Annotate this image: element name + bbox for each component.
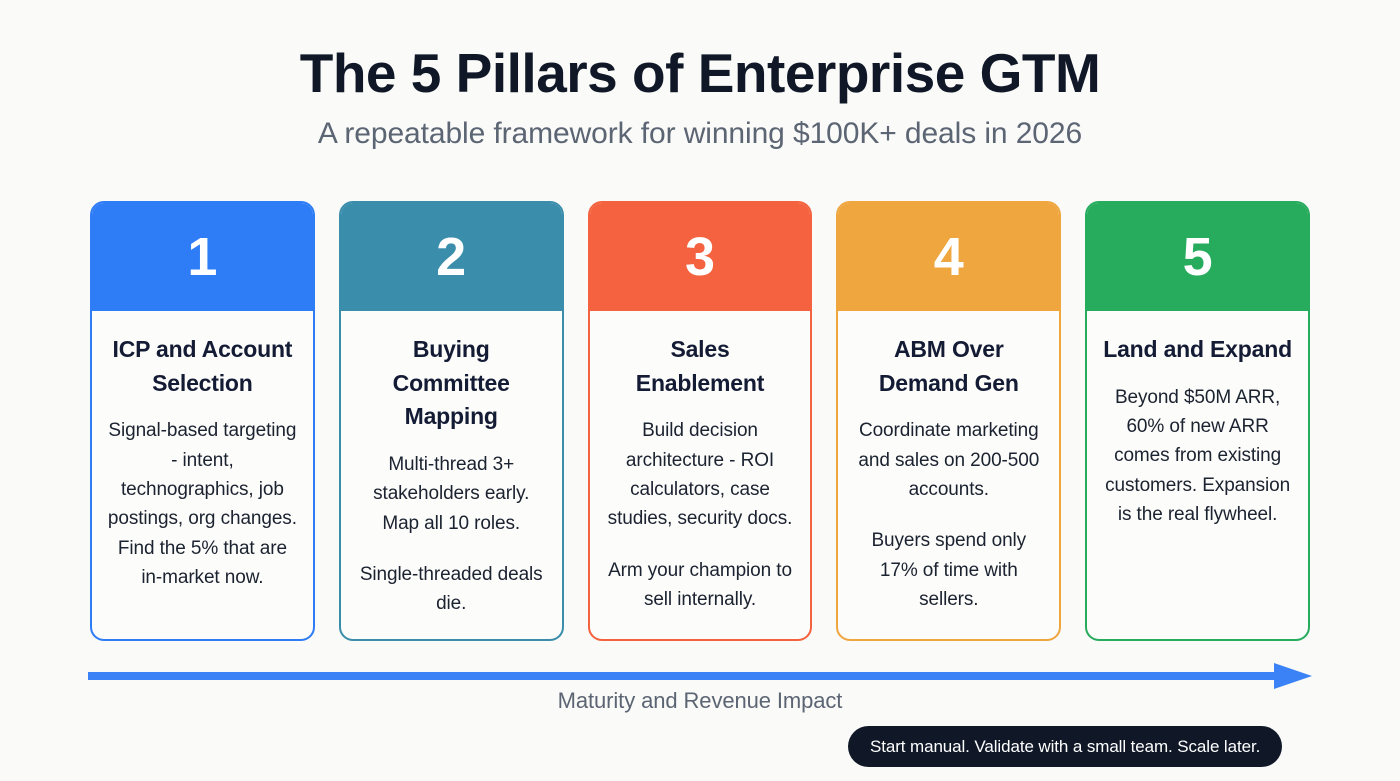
pillar-card-header: 5 [1087, 203, 1308, 311]
pillar-description: Arm your champion to sell internally. [608, 559, 792, 611]
pillar-description: Multi-thread 3+ stakeholders early. Map … [373, 453, 530, 534]
pillar-description: Signal-based targeting - intent, technog… [107, 420, 297, 589]
pillar-title: Sales Enablement [635, 336, 765, 396]
pillar-number: 2 [436, 227, 467, 287]
pillar-title: Buying Committee Mapping [392, 336, 510, 430]
pillar-description: Coordinate marketing and sales on 200-50… [858, 420, 1040, 501]
pillar-description: Build decision architecture - ROI calcul… [607, 420, 793, 530]
pillar-card: 1 ICP and Account Selection Signal-based t… [90, 201, 315, 641]
pillar-card-body: ABM Over Demand Gen Coordinate marketing … [838, 311, 1059, 639]
pillar-description: Buyers spend only 17% of time with selle… [871, 530, 1027, 611]
pillar-card-header: 3 [589, 203, 811, 311]
pillar-number: 3 [684, 227, 716, 287]
pillar-card-header: 1 [92, 203, 313, 311]
maturity-axis-arrow [88, 658, 1312, 698]
pillar-title: ABM Over Demand Gen [878, 336, 1019, 396]
page-subtitle: A repeatable framework for winning $100K… [317, 117, 1083, 151]
pillar-card: 3 Sales Enablement Build decision architec… [587, 201, 813, 641]
pillar-number: 1 [187, 227, 218, 287]
pillar-number: 4 [933, 227, 964, 287]
footer-note-text: Start manual. Validate with a small team… [870, 736, 1261, 756]
header: The 5 Pillars of Enterprise GTM A repeat… [0, 42, 1400, 151]
pillar-number: 5 [1182, 227, 1213, 287]
pillar-card-list: 1 ICP and Account Selection Signal-based t… [90, 201, 1310, 641]
pillar-title: ICP and Account Selection [112, 336, 293, 396]
footer-note-badge: Start manual. Validate with a small team… [848, 726, 1283, 767]
pillar-card: 2 Buying Committee Mapping Multi-thread 3+… [338, 201, 564, 641]
pillar-title: Land and Expand [1103, 336, 1292, 362]
pillar-card-header: 4 [838, 203, 1060, 311]
arrow-icon [88, 663, 1312, 689]
page-title: The 5 Pillars of Enterprise GTM [299, 42, 1101, 104]
pillar-card-body: Sales Enablement Build decision architect… [590, 311, 811, 639]
pillar-description: Single-threaded deals die. [359, 564, 543, 615]
axis-label: Maturity and Revenue Impact [557, 688, 843, 713]
pillar-card: 5 Land and Expand Beyond $50M ARR, 60% of … [1085, 201, 1310, 641]
pillar-card-body: Land and Expand Beyond $50M ARR, 60% of n… [1087, 311, 1308, 639]
pillar-description: Beyond $50M ARR, 60% of new ARR comes fr… [1105, 386, 1291, 526]
pillar-card-body: Buying Committee Mapping Multi-thread 3+ … [341, 311, 562, 639]
pillar-card-header: 2 [340, 203, 562, 311]
pillar-card: 4 ABM Over Demand Gen Coordinate marketing… [836, 201, 1062, 641]
pillar-card-body: ICP and Account Selection Signal-based ta… [92, 311, 313, 639]
